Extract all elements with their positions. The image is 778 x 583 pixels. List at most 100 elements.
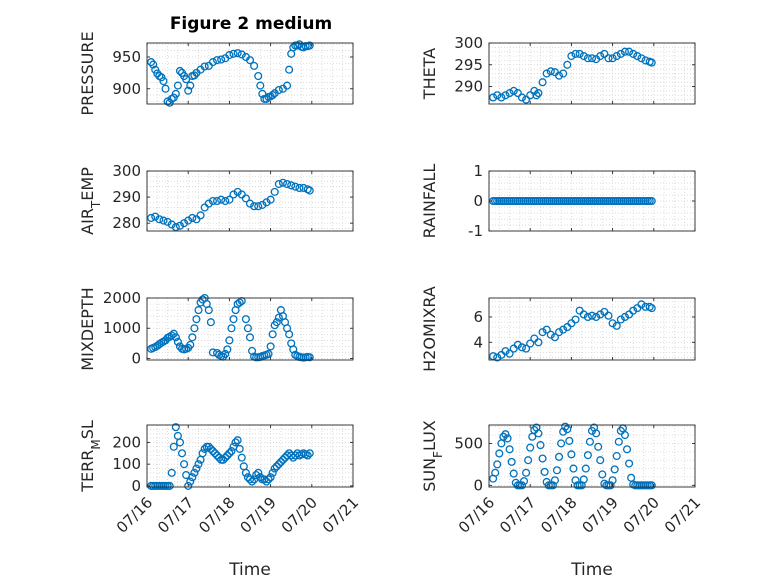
y-tick-label: 280 [112, 214, 141, 232]
data-point [616, 49, 625, 58]
data-point [274, 313, 283, 322]
data-point [190, 324, 199, 333]
data-point [276, 457, 285, 467]
data-point [493, 353, 502, 362]
y-axis-label: THETA [420, 48, 439, 100]
data-point [229, 49, 238, 58]
y-tick-label: 100 [112, 455, 141, 473]
subplot-h2omixra: 46 [473, 297, 696, 362]
axes-box [146, 170, 354, 232]
data-point [250, 202, 259, 211]
data-point [303, 451, 312, 460]
data-point [579, 475, 588, 484]
axes-box [146, 424, 354, 488]
data-point [503, 434, 512, 443]
figure-title: Figure 2 medium [170, 14, 332, 34]
data-point [563, 60, 572, 69]
data-point [287, 181, 296, 190]
data-point [171, 333, 180, 342]
data-point [497, 93, 506, 102]
y-tick-label: 4 [473, 333, 483, 351]
data-point [493, 460, 502, 469]
data-point [182, 75, 191, 84]
data-point [517, 343, 527, 352]
data-point [522, 344, 531, 353]
y-tick-label: 500 [454, 434, 483, 452]
data-point [614, 437, 623, 446]
data-point [538, 454, 547, 463]
data-point [256, 473, 265, 482]
data-point [225, 51, 234, 60]
data-point [254, 71, 263, 81]
y-tick-label: -1 [468, 222, 483, 240]
data-point [526, 339, 535, 348]
data-point [231, 438, 240, 447]
data-point [173, 81, 182, 90]
data-point [163, 217, 172, 226]
y-axis-label: RAINFALL [420, 164, 439, 239]
data-point [225, 195, 234, 204]
data-point [585, 437, 594, 446]
data-point [604, 311, 613, 320]
data-point [217, 195, 226, 204]
data-point [274, 85, 283, 95]
data-point [612, 52, 621, 61]
data-point [559, 427, 568, 436]
data-point [235, 444, 244, 453]
y-tick-label: 1 [473, 162, 483, 180]
data-point [305, 186, 314, 195]
data-point [159, 77, 168, 86]
data-point [184, 481, 193, 490]
data-point [491, 468, 500, 477]
data-point [522, 468, 531, 477]
data-point [600, 49, 609, 58]
data-point [241, 315, 250, 324]
data-point [241, 468, 250, 477]
subplot-air-temp: 280 290 300 [112, 162, 354, 232]
data-point [592, 429, 601, 438]
x-tick-label: 07/20 [620, 493, 663, 536]
data-point [559, 69, 568, 78]
data-point [505, 349, 514, 358]
data-point [554, 452, 564, 461]
data-point [637, 300, 646, 309]
data-point [256, 81, 265, 90]
subplot-mixdepth: 0 1000 2000 [103, 289, 354, 367]
data-point [167, 468, 176, 477]
data-point [198, 449, 207, 458]
data-point [583, 451, 592, 460]
data-point [612, 321, 621, 330]
data-point [524, 456, 533, 465]
data-point [254, 468, 263, 477]
data-point [536, 441, 545, 450]
y-tick-label: 300 [454, 34, 483, 52]
data-point [501, 91, 510, 100]
data-point [266, 342, 275, 351]
data-point [538, 328, 547, 337]
data-point [526, 443, 535, 452]
data-point [647, 481, 656, 490]
data-point [237, 50, 246, 59]
data-point [194, 460, 203, 469]
data-point [513, 89, 522, 98]
data-point [192, 464, 201, 473]
data-point [285, 65, 294, 74]
data-point [522, 95, 531, 104]
data-point [161, 84, 170, 93]
y-tick-label: 900 [112, 80, 141, 98]
data-point [266, 195, 275, 204]
data-point [278, 455, 288, 464]
data-point [264, 349, 273, 359]
data-point [647, 304, 656, 313]
y-tick-label: 295 [454, 56, 483, 74]
data-point [629, 49, 638, 58]
data-point [509, 86, 518, 95]
data-point [505, 445, 514, 454]
data-point [596, 52, 605, 61]
data-point [610, 465, 619, 474]
data-point [248, 477, 257, 486]
data-point [268, 91, 277, 100]
data-point [149, 60, 158, 69]
data-point [592, 312, 601, 322]
